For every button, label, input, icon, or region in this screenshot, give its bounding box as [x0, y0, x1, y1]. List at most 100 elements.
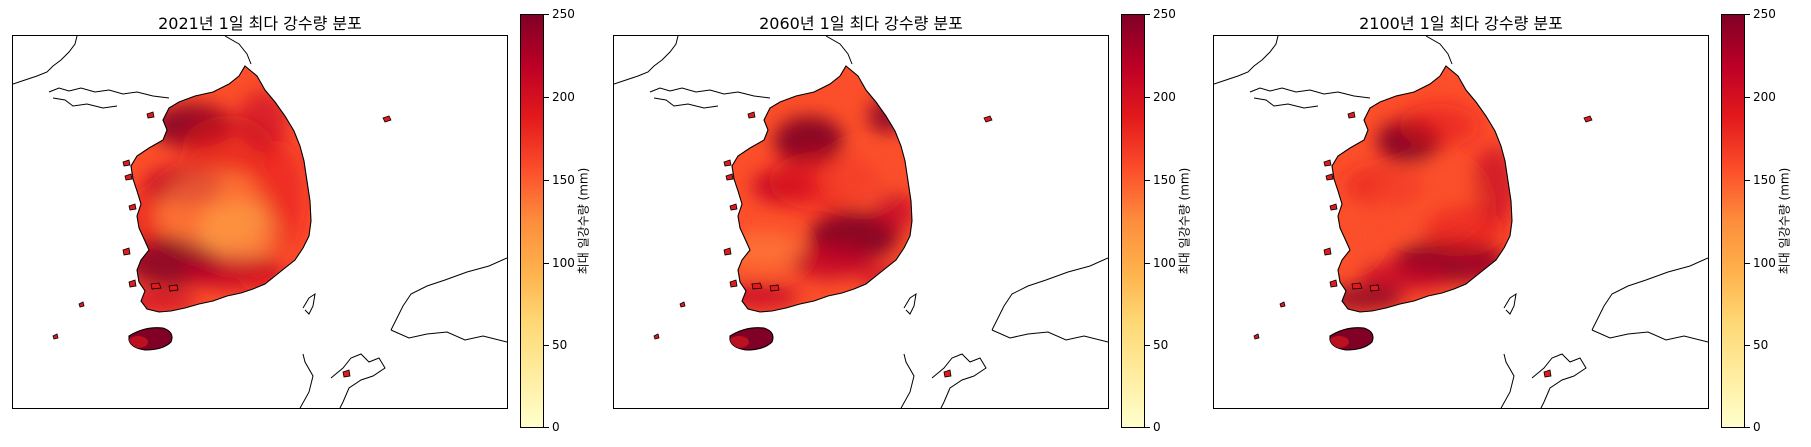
- coastline: [390, 329, 507, 343]
- island: [1369, 284, 1380, 292]
- colorbar-tick-mark: [1145, 180, 1150, 181]
- island: [146, 111, 155, 119]
- map-frame: [613, 35, 1109, 409]
- precip-blob: [198, 201, 278, 261]
- coastline: [825, 36, 853, 65]
- colorbar-tick-label: 200: [1753, 90, 1776, 104]
- panel-title: 2060년 1일 최다 강수량 분포: [759, 14, 963, 33]
- colorbar-tick-label: 250: [552, 7, 575, 21]
- island: [52, 333, 59, 340]
- island: [1543, 369, 1552, 378]
- island: [747, 111, 756, 119]
- coastline: [1214, 36, 1279, 85]
- colorbar-tick-mark: [1745, 14, 1750, 15]
- island: [1279, 301, 1286, 308]
- colorbar-tick-mark: [544, 97, 549, 98]
- precip-blob: [1424, 206, 1504, 256]
- island: [725, 173, 734, 181]
- island: [1347, 111, 1356, 119]
- colorbar-tick-label: 0: [552, 420, 560, 434]
- precip-blob: [131, 191, 158, 251]
- map-frame: [1213, 35, 1709, 409]
- island: [150, 282, 162, 290]
- island: [1325, 173, 1334, 181]
- colorbar-tick-label: 50: [552, 338, 568, 352]
- peninsula-coastline: [731, 65, 913, 313]
- island: [729, 203, 738, 211]
- colorbar-tick-label: 250: [1753, 7, 1776, 21]
- colorbar-tick-label: 150: [1753, 173, 1776, 187]
- colorbar-tick-mark: [544, 180, 549, 181]
- coastline: [1249, 87, 1371, 99]
- coastline: [330, 353, 386, 408]
- coastline: [649, 87, 771, 99]
- colorbar-tick-label: 200: [1153, 90, 1176, 104]
- colorbar-tick-mark: [544, 345, 549, 346]
- colorbar-tick-label: 50: [1753, 338, 1769, 352]
- precipitation-field: [131, 91, 306, 311]
- panel-title: 2100년 1일 최다 강수량 분포: [1359, 14, 1563, 33]
- coastline: [52, 97, 118, 109]
- coastline: [48, 87, 170, 99]
- colorbar-tick-mark: [1145, 97, 1150, 98]
- island: [1583, 115, 1593, 123]
- precip-blob: [1399, 104, 1479, 148]
- colorbar-label: 최대 일강수량 (mm): [1777, 167, 1792, 275]
- coastline: [1500, 353, 1515, 408]
- precip-blob: [789, 243, 869, 279]
- island: [122, 159, 131, 167]
- colorbar-tick-mark: [544, 427, 549, 428]
- precip-blob: [829, 146, 899, 206]
- island: [983, 115, 993, 123]
- colorbar-tick-mark: [1145, 427, 1150, 428]
- coastline: [991, 329, 1108, 343]
- coastline: [224, 36, 252, 65]
- island: [128, 203, 137, 211]
- colorbar-tick-mark: [1145, 263, 1150, 264]
- precip-blob: [1359, 261, 1449, 291]
- map-panel-2100: 2100년 1일 최다 강수량 분포 0 50 100 150 200 250 …: [1201, 0, 1804, 447]
- colorbar-tick-mark: [1145, 345, 1150, 346]
- colorbar: [520, 14, 544, 428]
- island: [342, 369, 351, 378]
- island: [1329, 279, 1338, 288]
- colorbar-tick-label: 100: [552, 256, 575, 270]
- peninsula-coastline: [1331, 65, 1513, 313]
- island: [128, 279, 137, 288]
- colorbar-tick-label: 150: [1153, 173, 1176, 187]
- precip-blob: [859, 266, 899, 286]
- island: [751, 282, 763, 290]
- colorbar: [1721, 14, 1745, 428]
- colorbar: [1121, 14, 1145, 428]
- map-panel-2060: 2060년 1일 최다 강수량 분포 0 50 100 150 200 250 …: [601, 0, 1204, 447]
- island: [78, 301, 85, 308]
- colorbar-tick-label: 200: [552, 90, 575, 104]
- island: [168, 284, 179, 292]
- coastline: [931, 353, 987, 408]
- colorbar-tick-mark: [1745, 263, 1750, 264]
- panel-title: 2021년 1일 최다 강수량 분포: [158, 14, 362, 33]
- island: [1323, 247, 1332, 256]
- peninsula-coastline: [130, 65, 312, 313]
- coastline: [653, 97, 719, 109]
- island: [124, 173, 133, 181]
- coastline: [1591, 329, 1708, 343]
- island: [1253, 333, 1260, 340]
- map-panel-2021: 2021년 1일 최다 강수량 분포 0 50 100 150 200 250 …: [0, 0, 603, 447]
- precip-blob: [1330, 336, 1349, 348]
- colorbar-tick-mark: [1145, 14, 1150, 15]
- coastline: [1253, 97, 1319, 109]
- colorbar-tick-label: 0: [1153, 420, 1161, 434]
- island: [653, 333, 660, 340]
- colorbar-label: 최대 일강수량 (mm): [576, 167, 591, 275]
- colorbar-tick-label: 150: [552, 173, 575, 187]
- colorbar-tick-mark: [1745, 97, 1750, 98]
- coastline: [1591, 257, 1708, 331]
- island: [769, 284, 780, 292]
- coastline: [1425, 36, 1453, 65]
- island: [723, 247, 732, 256]
- island: [1329, 203, 1338, 211]
- precip-blob: [129, 336, 148, 348]
- colorbar-tick-label: 50: [1153, 338, 1169, 352]
- colorbar-tick-mark: [1745, 180, 1750, 181]
